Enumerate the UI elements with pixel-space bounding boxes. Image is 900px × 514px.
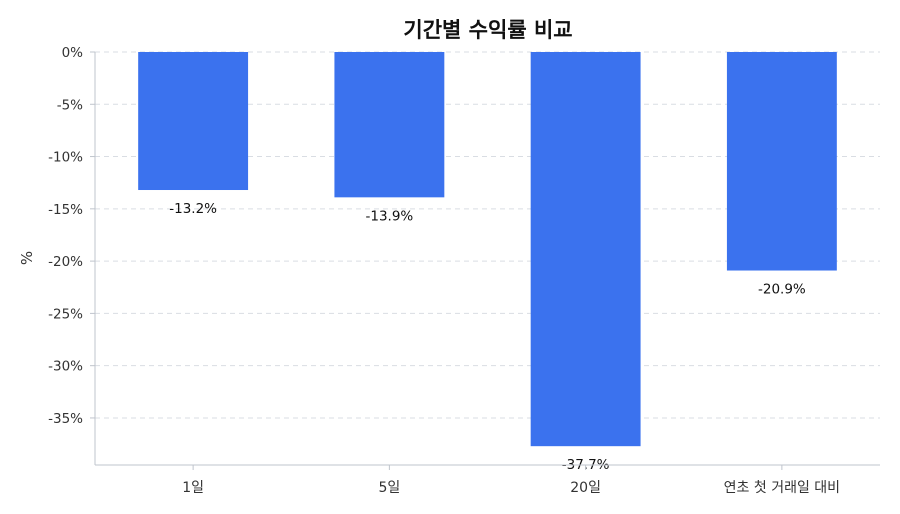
x-tick-label: 연초 첫 거래일 대비: [724, 480, 840, 496]
chart-title: 기간별 수익률 비교: [403, 18, 572, 42]
bars: [138, 52, 837, 447]
y-axis-ticks: 0% -5% -10% -15% -20% -25% -30% -35%: [48, 45, 95, 427]
data-label: -20.9%: [758, 282, 806, 298]
y-tick-label: 0%: [62, 45, 84, 61]
bar: [334, 52, 445, 198]
y-tick-label: -35%: [48, 411, 83, 427]
data-label: -13.9%: [365, 208, 413, 224]
y-tick-label: -10%: [48, 150, 83, 166]
bar: [726, 52, 837, 271]
bar: [138, 52, 249, 191]
data-label: -13.2%: [169, 201, 217, 217]
y-tick-label: -20%: [48, 254, 83, 270]
y-tick-label: -30%: [48, 359, 83, 375]
x-tick-label: 1일: [182, 480, 204, 496]
y-tick-label: -5%: [57, 97, 83, 113]
bar: [530, 52, 641, 447]
x-tick-label: 5일: [378, 480, 400, 496]
y-tick-label: -25%: [48, 306, 83, 322]
x-axis-ticks: 1일 5일 20일 연초 첫 거래일 대비: [182, 465, 840, 496]
y-tick-label: -15%: [48, 202, 83, 218]
y-axis-label: %: [18, 251, 36, 265]
x-tick-label: 20일: [570, 480, 601, 496]
data-labels: -13.2%-13.9%-37.7%-20.9%: [169, 201, 806, 473]
